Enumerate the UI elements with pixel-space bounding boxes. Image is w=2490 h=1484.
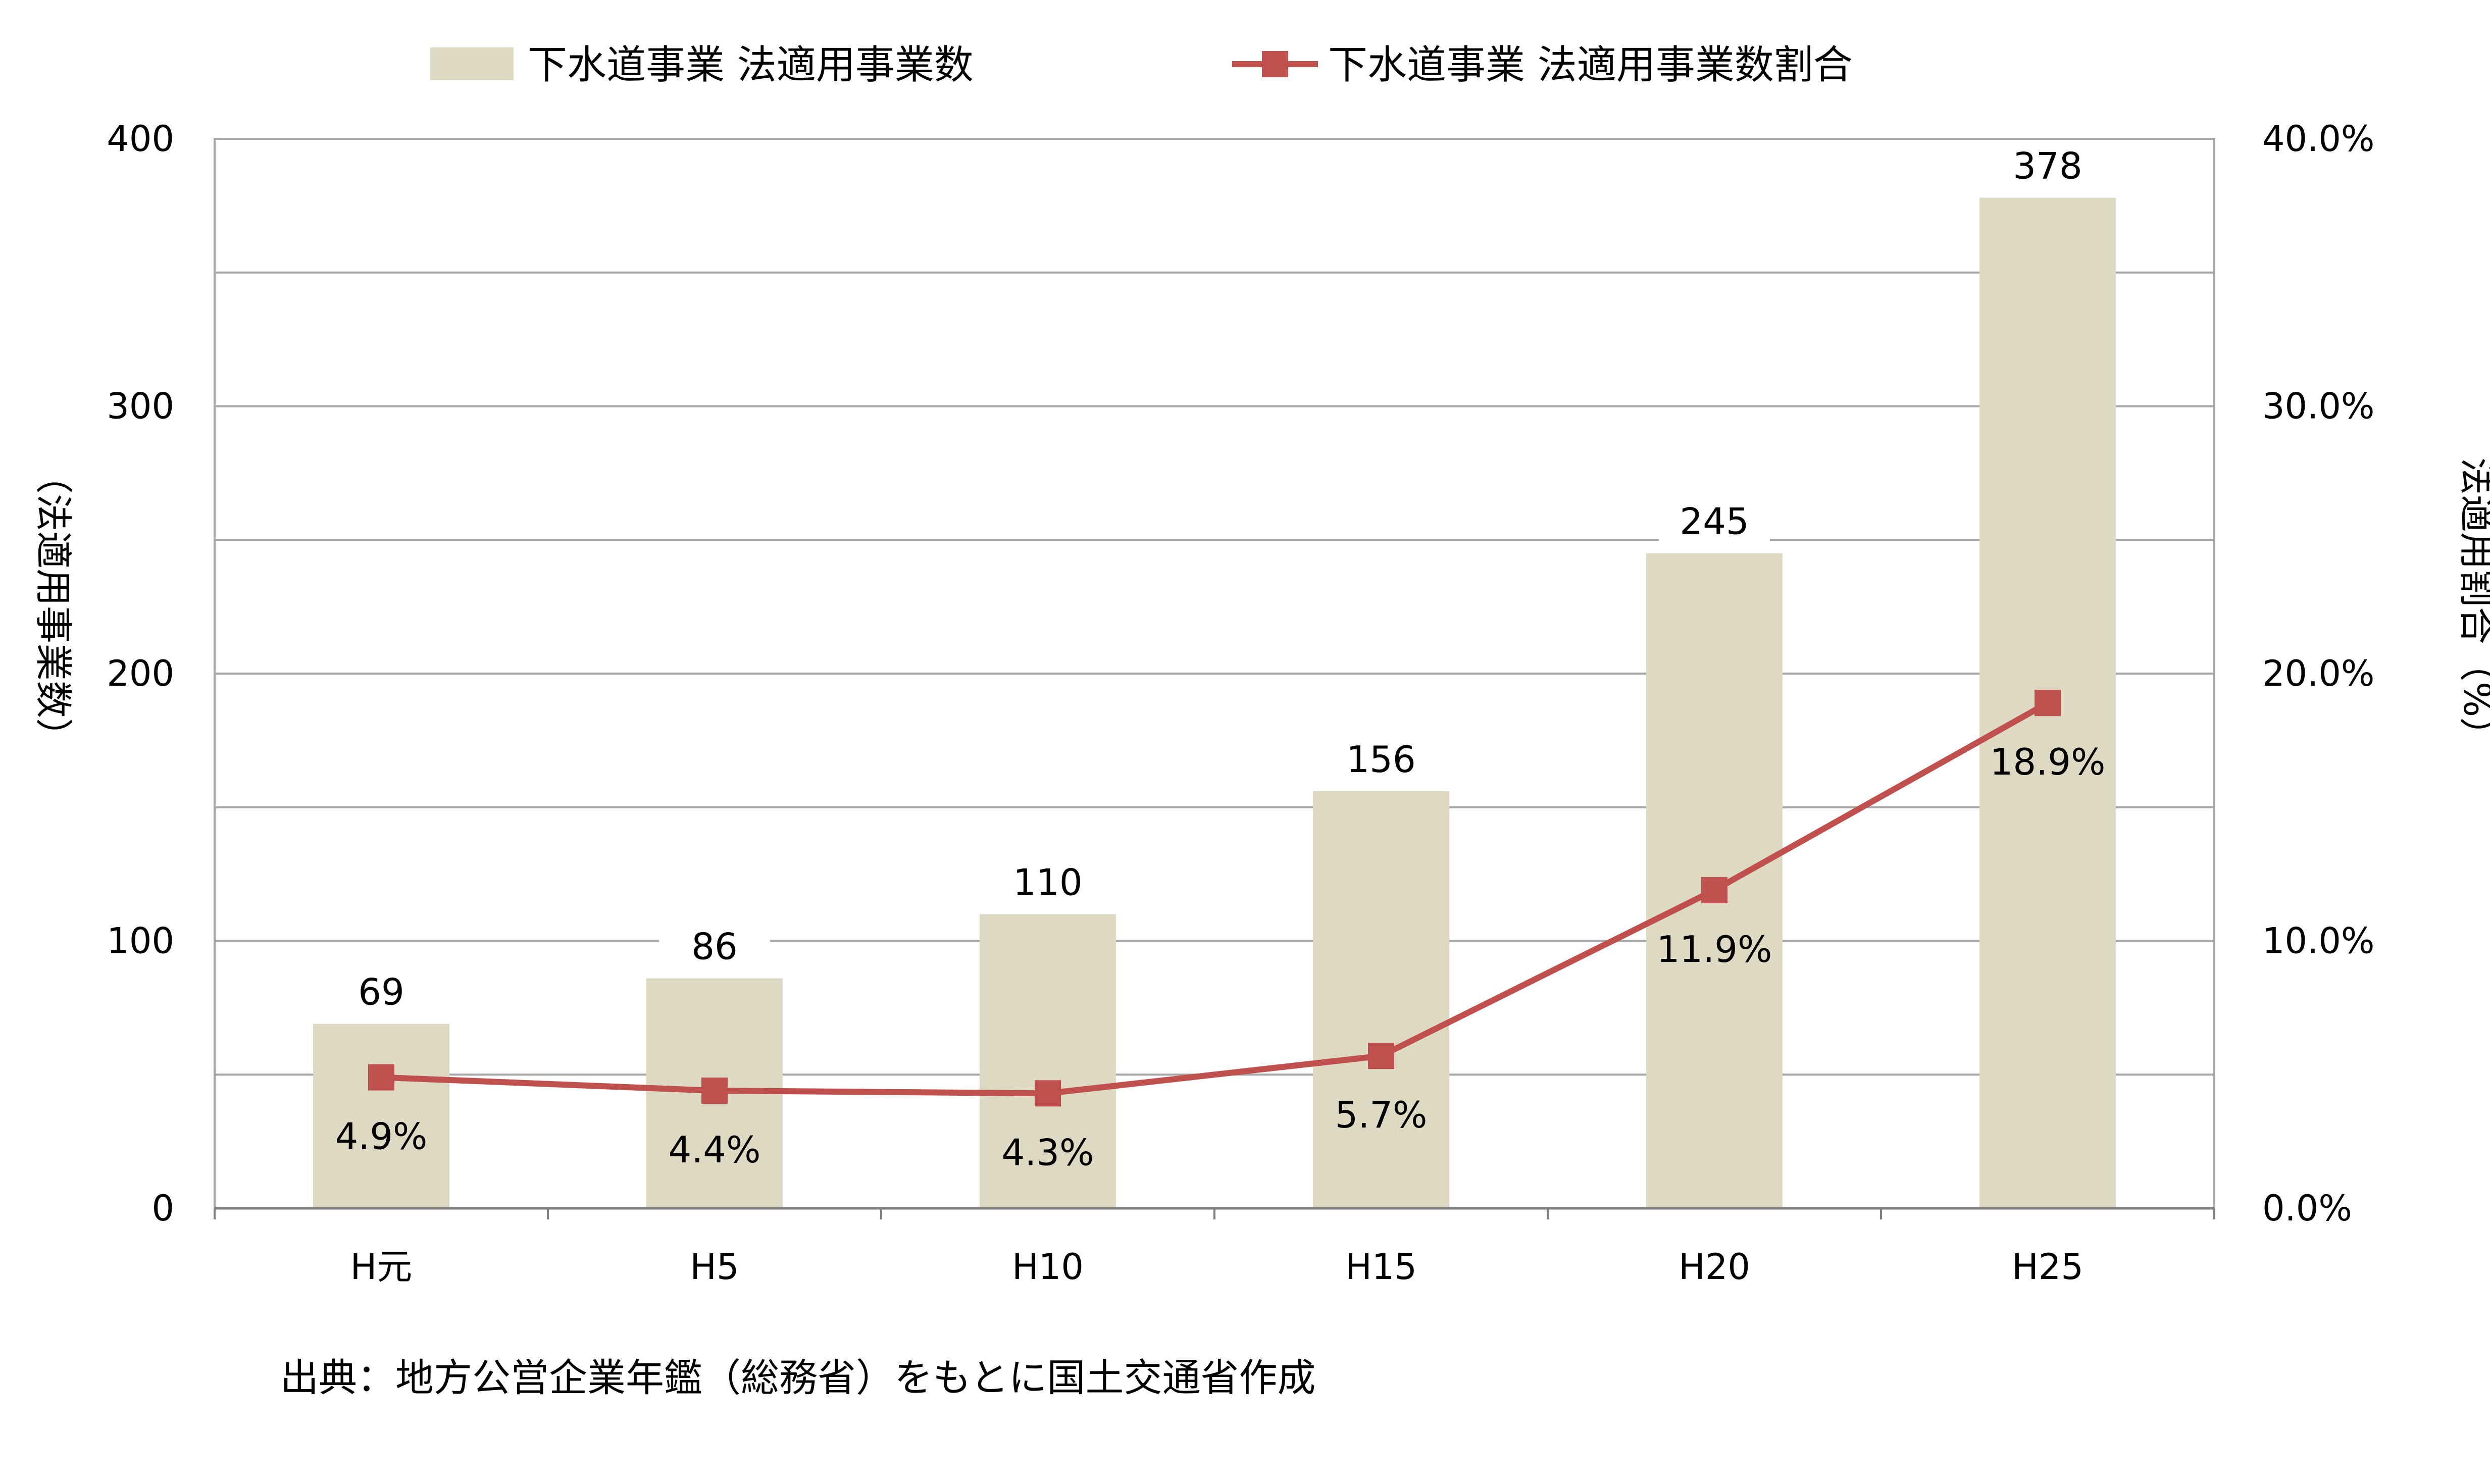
left-tick-label: 300 (107, 386, 174, 427)
right-tick-label: 30.0% (2262, 386, 2374, 427)
ratio-value-label: 5.7% (1335, 1094, 1428, 1136)
bar-value-label: 245 (1680, 500, 1749, 543)
right-tick-label: 10.0% (2262, 920, 2374, 962)
line-series (368, 690, 2061, 1107)
category-label: H10 (1012, 1246, 1084, 1288)
category-label: H5 (690, 1246, 739, 1288)
bar-value-label: 86 (691, 926, 738, 968)
ratio-marker (1035, 1080, 1061, 1107)
right-tick-label: 40.0% (2262, 118, 2374, 160)
bar-value-label: 110 (1013, 861, 1082, 904)
bar-value-label: 156 (1346, 738, 1415, 781)
legend-line-marker (1262, 51, 1288, 77)
category-label: H15 (1345, 1246, 1417, 1288)
right-tick-label: 0.0% (2262, 1188, 2352, 1229)
ratio-value-label: 11.9% (1657, 928, 1772, 970)
legend-bar-swatch (430, 47, 514, 80)
plot-frame (214, 138, 2215, 1219)
legend-line-label: 下水道事業 法適用事業数割合 (1328, 42, 1853, 88)
bar-value-label: 69 (358, 971, 404, 1013)
bar-label-bg (1659, 497, 1770, 546)
category-label: H元 (350, 1246, 413, 1288)
ratio-value-label: 4.9% (335, 1115, 428, 1158)
bar (980, 914, 1116, 1208)
ratio-marker (1368, 1043, 1394, 1069)
category-label: H20 (1679, 1246, 1750, 1288)
bar-label-bg (992, 858, 1103, 907)
legend-bar-label: 下水道事業 法適用事業数 (528, 42, 974, 88)
ratio-marker (1701, 877, 1727, 903)
ratio-value-label: 4.3% (1002, 1131, 1094, 1173)
axes: 0 100 200 300 400 0.0% 10.0% 20.0% 30.0% 40.0% H元 H… (107, 118, 2374, 1288)
category-label: H25 (2012, 1246, 2084, 1288)
bars (313, 197, 2116, 1208)
ratio-value-label: 18.9% (1990, 741, 2106, 783)
bar-label-bg (659, 923, 770, 971)
legend: 下水道事業 法適用事業数 下水道事業 法適用事業数割合 (430, 42, 1853, 88)
bar-value-label: 378 (2013, 144, 2082, 187)
bar-label-bg (1992, 142, 2103, 190)
ratio-marker (701, 1078, 728, 1104)
right-tick-label: 20.0% (2262, 653, 2374, 694)
left-tick-label: 200 (107, 653, 174, 694)
bar-label-bg (1326, 735, 1437, 784)
right-axis-title: 法適用割合（%） (2455, 457, 2490, 754)
ratio-line (381, 700, 2049, 1097)
left-axis-title: （法適用事業数） (31, 456, 75, 755)
ratio-marker (368, 1064, 394, 1091)
bar-label-bg (326, 968, 437, 1016)
left-tick-label: 100 (107, 920, 174, 962)
gridlines (215, 271, 2214, 1076)
left-tick-label: 400 (107, 118, 174, 160)
source-note: 出典：地方公営企業年鑑（総務省）をもとに国土交通省作成 (280, 1355, 1315, 1400)
bar (1313, 791, 1449, 1208)
ratio-value-label: 4.4% (669, 1129, 761, 1171)
bar (313, 1024, 449, 1208)
ratio-marker (2035, 690, 2061, 717)
labels: 69 86 110 156 245 378 4.9% 4.4% 4.3% 5.7% 11.9% 18.… (326, 142, 2105, 1173)
left-tick-label: 0 (151, 1188, 174, 1229)
